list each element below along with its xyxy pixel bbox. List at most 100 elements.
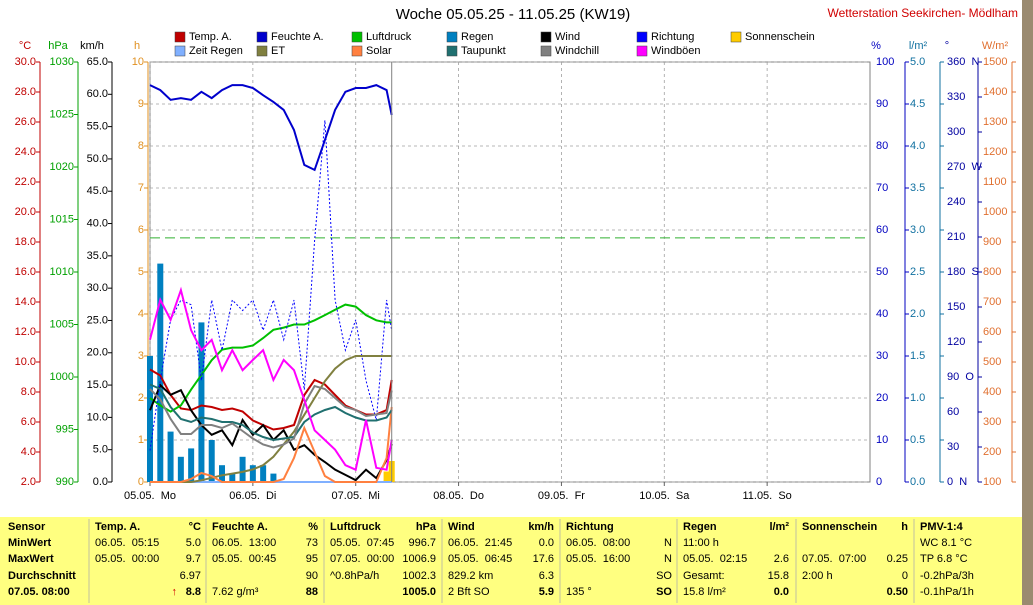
summary-table: Sensor MinWert MaxWert Durchschnitt 07.05. 0…	[8, 519, 974, 603]
y-tick-label: 4	[138, 308, 144, 320]
y-tick-label: 1010	[50, 266, 74, 278]
column-header: Sonnenschein	[802, 521, 877, 533]
y-tick-label: 270 W	[947, 161, 982, 173]
column-unit: °C	[189, 521, 201, 533]
y-tick-label: 80	[876, 140, 888, 152]
y-tick-label: 1000	[983, 206, 1007, 218]
cell-text: 06.05. 21:45	[448, 537, 512, 549]
y-tick-label: 1030	[50, 56, 74, 68]
cell-text: Gesamt:	[683, 570, 725, 582]
y-tick-label: 10	[876, 434, 888, 446]
cell-value: 6.3	[539, 570, 554, 582]
station-name: Wetterstation Seekirchen- Mödlham	[827, 6, 1018, 20]
column-unit: h	[901, 521, 908, 533]
cell-text: 05.05. 02:15	[683, 553, 747, 565]
legend-swatch	[540, 31, 552, 43]
axis-unit: °	[945, 40, 949, 52]
y-tick-label: 1000	[50, 371, 74, 383]
y-tick-label: 40.0	[87, 217, 108, 229]
column-header: Regen	[683, 521, 717, 533]
y-tick-label: 70	[876, 182, 888, 194]
x-tick-label: 07.05. Mi	[332, 490, 380, 502]
y-tick-label: 100	[983, 476, 1001, 488]
cell-value: 0.50	[887, 586, 908, 598]
cell-value: 15.8	[768, 570, 789, 582]
summary-table-background	[0, 517, 1022, 605]
y-tick-label: 700	[983, 296, 1001, 308]
cell-text: TP 6.8 °C	[920, 553, 968, 565]
y-tick-label: 3.5	[910, 182, 925, 194]
cell-text: -0.2hPa/3h	[920, 570, 974, 582]
axis-unit: km/h	[80, 40, 104, 52]
y-tick-label: 2.0	[21, 476, 36, 488]
y-tick-label: 600	[983, 326, 1001, 338]
series-line	[149, 84, 393, 172]
chart-title: Woche 05.05.25 - 11.05.25 (KW19)	[396, 6, 631, 23]
legend-swatch	[446, 45, 458, 57]
bar	[270, 473, 277, 482]
y-tick-label: 24.0	[15, 146, 36, 158]
cell-text: 2 Bft SO	[448, 586, 490, 598]
legend-swatch	[730, 31, 742, 43]
cell-text: 06.05. 13:00	[212, 537, 276, 549]
plot-layer: 05.05. Mo 06.05. Di 07.05. Mi 08.05. Do 09.0…	[15, 31, 1016, 502]
bar	[167, 431, 174, 482]
y-tick-label: 8	[138, 140, 144, 152]
cell-text: 829.2 km	[448, 570, 493, 582]
column-header: Feuchte A.	[212, 521, 268, 533]
y-tick-label: 8.0	[21, 386, 36, 398]
y-tick-label: 14.0	[15, 296, 36, 308]
series-line	[149, 383, 393, 442]
side-photo-strip	[1022, 0, 1033, 605]
trend-arrow: ↑	[172, 586, 178, 598]
cell-value: 996.7	[408, 537, 436, 549]
cell-text: 06.05. 08:00	[566, 537, 630, 549]
row-label: MinWert	[8, 537, 52, 549]
legend-swatch	[351, 31, 363, 43]
cell-value: 0	[902, 570, 908, 582]
axis-unit: l/m²	[909, 40, 928, 52]
axis-unit: W/m²	[982, 40, 1009, 52]
cell-value: 73	[306, 537, 318, 549]
series-line	[150, 355, 392, 483]
bar	[198, 322, 205, 482]
series-line	[149, 286, 393, 472]
y-tick-label: 40	[876, 308, 888, 320]
bar	[208, 440, 215, 482]
y-tick-label: 4.0	[21, 446, 36, 458]
column-unit: km/h	[528, 521, 554, 533]
legend-label: Luftdruck	[366, 31, 412, 43]
y-tick-label: 330	[947, 91, 965, 103]
x-tick-label: 08.05. Do	[433, 490, 484, 502]
cell-text: 7.62 g/m³	[212, 586, 259, 598]
cell-text: 15.8 l/m²	[683, 586, 726, 598]
cell-text: -0.1hPa/1h	[920, 586, 974, 598]
y-tick-label: 45.0	[87, 185, 108, 197]
y-tick-label: 200	[983, 446, 1001, 458]
cell-value: 2.6	[774, 553, 789, 565]
column-header: PMV-1:4	[920, 521, 964, 533]
cell-value: N	[664, 537, 672, 549]
y-tick-label: 1005	[50, 318, 74, 330]
bar	[188, 448, 195, 482]
y-tick-label: 180 S	[947, 266, 979, 278]
y-tick-label: 240	[947, 196, 965, 208]
y-tick-label: 90	[876, 98, 888, 110]
column-unit: hPa	[416, 521, 437, 533]
cell-value: 90	[306, 570, 318, 582]
y-tick-label: 120	[947, 336, 965, 348]
legend-label: Regen	[461, 31, 493, 43]
y-tick-label: 16.0	[15, 266, 36, 278]
legend-swatch	[174, 45, 186, 57]
row-label: Sensor	[8, 521, 46, 533]
cell-value: 17.6	[533, 553, 554, 565]
y-tick-label: 22.0	[15, 176, 36, 188]
cell-value: N	[664, 553, 672, 565]
y-tick-label: 20	[876, 392, 888, 404]
y-tick-label: 100	[876, 56, 894, 68]
y-tick-label: 360 N	[947, 56, 979, 68]
y-tick-label: 5.0	[93, 444, 108, 456]
y-tick-label: 25.0	[87, 314, 108, 326]
series-line	[149, 384, 393, 449]
y-tick-label: 50	[876, 266, 888, 278]
